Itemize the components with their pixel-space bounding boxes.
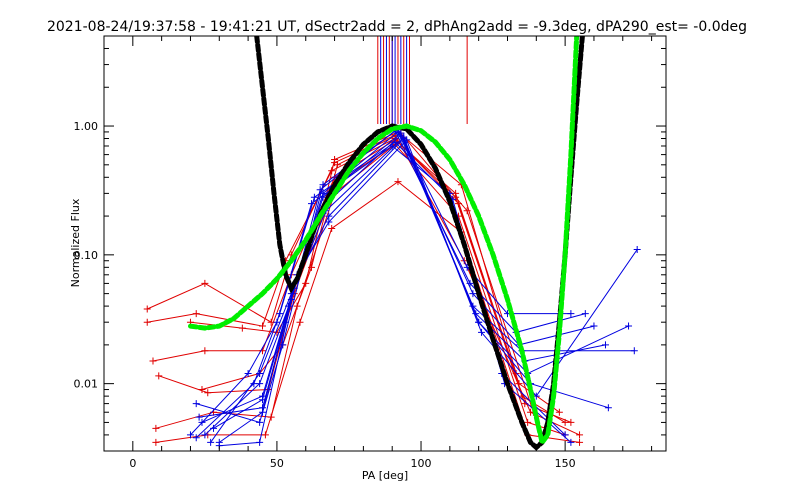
data-point-17-0 [192,434,200,442]
data-point-8-7 [567,310,575,318]
data-point-17-1 [250,380,258,388]
series-line-7 [201,132,534,413]
data-point-11-0 [201,431,209,439]
data-point-3-1 [204,389,212,397]
data-point-5-3 [296,318,304,326]
series-line-13 [213,136,629,429]
data-point-12-7 [601,341,609,349]
series-line-15 [219,138,638,447]
data-point-9-0 [195,413,203,421]
y-tick-label-2: 1.00 [74,120,99,133]
data-point-17-4 [391,138,399,146]
data-point-3-8 [567,418,575,426]
data-point-5-5 [394,178,402,186]
data-point-0-0 [143,305,151,313]
data-point-2-0 [149,357,157,365]
data-point-8-1 [256,418,264,426]
data-point-2-8 [555,408,563,416]
data-layer [143,36,641,451]
data-point-17-7 [567,438,575,446]
data-point-14-7 [604,404,612,412]
data-point-15-7 [633,246,641,254]
data-point-17-2 [276,310,284,318]
chart-title: 2021-08-24/19:37:58 - 19:41:21 UT, dSect… [47,19,747,35]
x-tick-label-100: 100 [411,457,432,470]
data-point-5-4 [328,225,336,233]
data-point-5-0 [152,438,160,446]
data-point-7-6 [463,207,471,215]
data-point-9-7 [581,310,589,318]
data-point-1-1 [192,310,200,318]
data-point-0-8 [576,431,584,439]
data-point-3-0 [155,372,163,380]
data-point-7-4 [333,161,341,169]
plot-frame [103,35,667,452]
data-point-10-7 [590,322,598,330]
data-point-2-1 [201,347,209,355]
data-point-10-5 [469,290,477,298]
y-tick-label-1: 0.10 [74,249,99,262]
data-point-1-2 [259,322,267,330]
data-point-7-0 [198,386,206,394]
data-point-14-3 [325,212,333,220]
data-point-8-0 [192,400,200,408]
data-point-11-7 [630,347,638,355]
y-tick-label-0: 0.01 [74,378,99,391]
data-point-15-4 [403,136,411,144]
data-point-14-1 [259,408,267,416]
x-tick-label-150: 150 [555,457,576,470]
data-point-16-1 [244,369,252,377]
data-point-9-3 [316,186,324,194]
data-point-16-0 [186,431,194,439]
series-line-10 [201,131,595,423]
data-point-4-7 [524,418,532,426]
data-point-13-7 [625,322,633,330]
data-point-6-1 [238,324,246,332]
data-point-15-5 [478,328,486,336]
data-point-1-0 [143,318,151,326]
x-axis-label: PA [deg] [362,469,408,482]
data-point-4-0 [152,424,160,432]
data-point-0-1 [201,279,209,287]
data-point-5-2 [261,431,269,439]
y-axis-label: Normalized Flux [69,198,82,287]
data-point-13-1 [259,396,267,404]
data-point-8-2 [279,341,287,349]
axes-layer: 0 50 100 150 0.01 0.10 1.00 [74,35,666,470]
fit-curve-green [188,36,580,449]
data-point-14-4 [400,135,408,143]
series-line-6 [190,131,517,374]
data-point-7-3 [308,263,316,271]
x-tick-label-50: 50 [270,457,284,470]
series-line-14 [219,137,609,443]
data-point-15-3 [325,218,333,226]
data-point-5-8 [576,438,584,446]
series-line-12 [210,134,606,443]
x-tick-label-0: 0 [129,457,136,470]
data-point-12-0 [207,438,215,446]
data-point-6-7 [512,369,520,377]
data-point-13-0 [210,424,218,432]
data-point-17-3 [310,193,318,201]
series-line-8 [196,128,571,424]
data-point-15-1 [256,438,264,446]
data-point-6-4 [331,155,339,163]
